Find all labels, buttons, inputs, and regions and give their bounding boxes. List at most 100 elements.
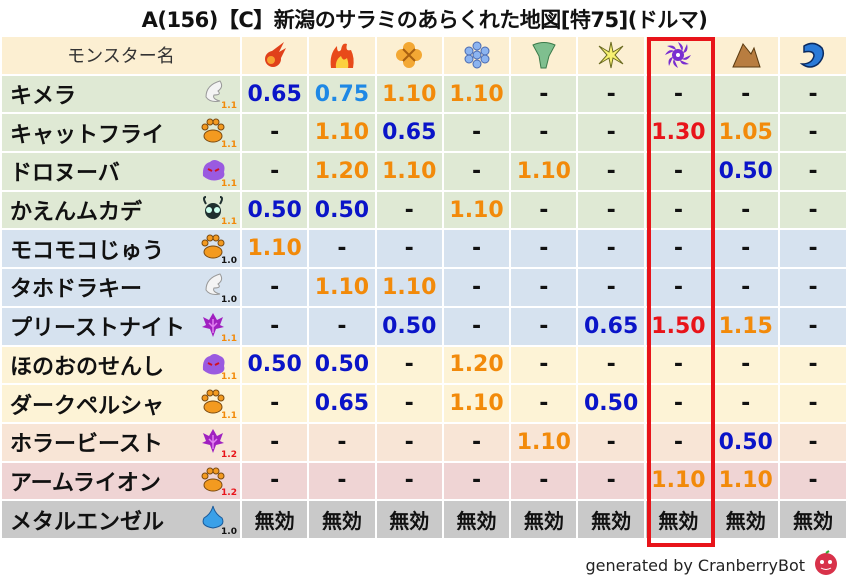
monster-name-cell: かえんムカデ 1.1 (2, 191, 240, 229)
resistance-value: 1.50 (645, 307, 712, 345)
resistance-value: - (578, 423, 644, 461)
monster-name: かえんムカデ (10, 200, 143, 226)
monster-name-cell: プリーストナイト 1.1 (2, 307, 240, 345)
resistance-value: - (511, 462, 577, 500)
version-label: 1.1 (221, 178, 237, 189)
paw-icon (201, 118, 225, 143)
resistance-value: - (511, 230, 577, 268)
resistance-value: 無効 (578, 501, 644, 538)
resistance-value: - (713, 230, 779, 268)
dark-icon (665, 42, 692, 69)
resistance-value: - (645, 346, 712, 384)
resistance-value: 1.30 (645, 114, 712, 152)
version-label: 1.1 (221, 372, 237, 383)
element-header (309, 37, 375, 74)
resistance-value: - (780, 114, 846, 152)
resistance-value: - (242, 269, 308, 306)
resistance-value: - (242, 423, 308, 461)
paw-icon (201, 467, 225, 492)
monster-name: ホラービースト (10, 432, 163, 458)
paw-icon (201, 234, 225, 259)
resistance-table: モンスター名 キメラ 1.1 0.65 0.75 1.10 1.10- - - - - キャットフライ… (2, 37, 847, 540)
element-header (780, 37, 846, 74)
resistance-value: 1.20 (309, 153, 375, 190)
monster-name: キャットフライ (10, 122, 165, 148)
resistance-value: - (443, 230, 510, 268)
element-header (443, 37, 510, 74)
cranberry-bot-icon (815, 550, 837, 575)
resistance-value: - (443, 462, 510, 500)
monster-name-cell: タホドラキー 1.0 (2, 269, 240, 306)
element-header (511, 37, 577, 74)
resistance-value: - (780, 191, 846, 229)
version-label: 1.2 (221, 488, 237, 499)
monster-name-cell: キメラ 1.1 (2, 75, 240, 113)
water-icon (799, 43, 825, 69)
resistance-value: 無効 (511, 501, 577, 538)
fire-icon (264, 42, 286, 68)
monster-name-cell: キャットフライ 1.1 (2, 114, 240, 152)
resistance-value: 0.65 (242, 75, 308, 113)
resistance-value: - (511, 75, 577, 113)
table-row: ドロヌーバ 1.1-1.20 1.10-1.10- -0.50- (2, 153, 847, 190)
resistance-value: - (578, 462, 644, 500)
resistance-value: - (376, 191, 442, 229)
resistance-value: 0.50 (578, 385, 644, 422)
resistance-value: 1.05 (713, 114, 779, 152)
table-row: アームライオン 1.2- - - - - -1.10 1.10- (2, 462, 847, 500)
demon-icon (202, 312, 224, 337)
resistance-value: - (578, 269, 644, 306)
resistance-value: - (309, 230, 375, 268)
monster-name: メタルエンゼル (10, 509, 165, 535)
light-icon (598, 42, 624, 69)
footer-credit: generated by CranberryBot (585, 556, 805, 575)
monster-name: タホドラキー (10, 277, 143, 303)
resistance-value: - (376, 462, 442, 500)
resistance-value: - (309, 462, 375, 500)
resistance-value: 無効 (443, 501, 510, 538)
resistance-value: 0.50 (713, 423, 779, 461)
table-row: キメラ 1.1 0.65 0.75 1.10 1.10- - - - - (2, 75, 847, 113)
resistance-value: 無効 (645, 501, 712, 538)
resistance-value: 0.50 (713, 153, 779, 190)
resistance-value: - (578, 230, 644, 268)
resistance-value: 0.65 (578, 307, 644, 345)
resistance-value: - (780, 230, 846, 268)
resistance-value: - (780, 385, 846, 422)
resistance-value: 1.10 (376, 75, 442, 113)
monster-name: ダークペルシャ (10, 393, 165, 419)
version-label: 1.1 (221, 217, 237, 228)
version-label: 1.2 (221, 449, 237, 460)
resistance-value: - (713, 191, 779, 229)
resistance-value: 0.50 (242, 346, 308, 384)
monster-name: ドロヌーバ (10, 161, 120, 187)
resistance-value: - (780, 153, 846, 190)
resistance-value: 1.10 (309, 114, 375, 152)
wing-icon (205, 80, 223, 102)
ice-icon (464, 41, 490, 69)
resistance-value: 0.50 (376, 307, 442, 345)
resistance-value: - (713, 385, 779, 422)
resistance-value: - (511, 385, 577, 422)
resistance-value: 1.10 (376, 153, 442, 190)
header-row: モンスター名 (2, 37, 847, 74)
demon-icon (202, 428, 224, 453)
resistance-value: - (780, 75, 846, 113)
resistance-value: 1.10 (443, 191, 510, 229)
table-row: モコモコじゅう 1.0 1.10- - - - - - - - (2, 230, 847, 268)
resistance-value: - (309, 307, 375, 345)
table-row: タホドラキー 1.0-1.10 1.10- - - - - - (2, 269, 847, 306)
table-row: かえんムカデ 1.1 0.50 0.50-1.10- - - - - (2, 191, 847, 229)
monster-name-cell: ホラービースト 1.2 (2, 423, 240, 461)
resistance-value: 1.10 (443, 385, 510, 422)
version-label: 1.0 (221, 526, 237, 537)
monster-name: アームライオン (10, 470, 161, 496)
resistance-value: - (309, 423, 375, 461)
version-label: 1.1 (221, 101, 237, 112)
resistance-value: - (645, 269, 712, 306)
resistance-value: - (443, 307, 510, 345)
monster-name-cell: ほのおのせんし 1.1 (2, 346, 240, 384)
resistance-value: - (242, 385, 308, 422)
resistance-value: - (645, 230, 712, 268)
resistance-value: - (713, 269, 779, 306)
